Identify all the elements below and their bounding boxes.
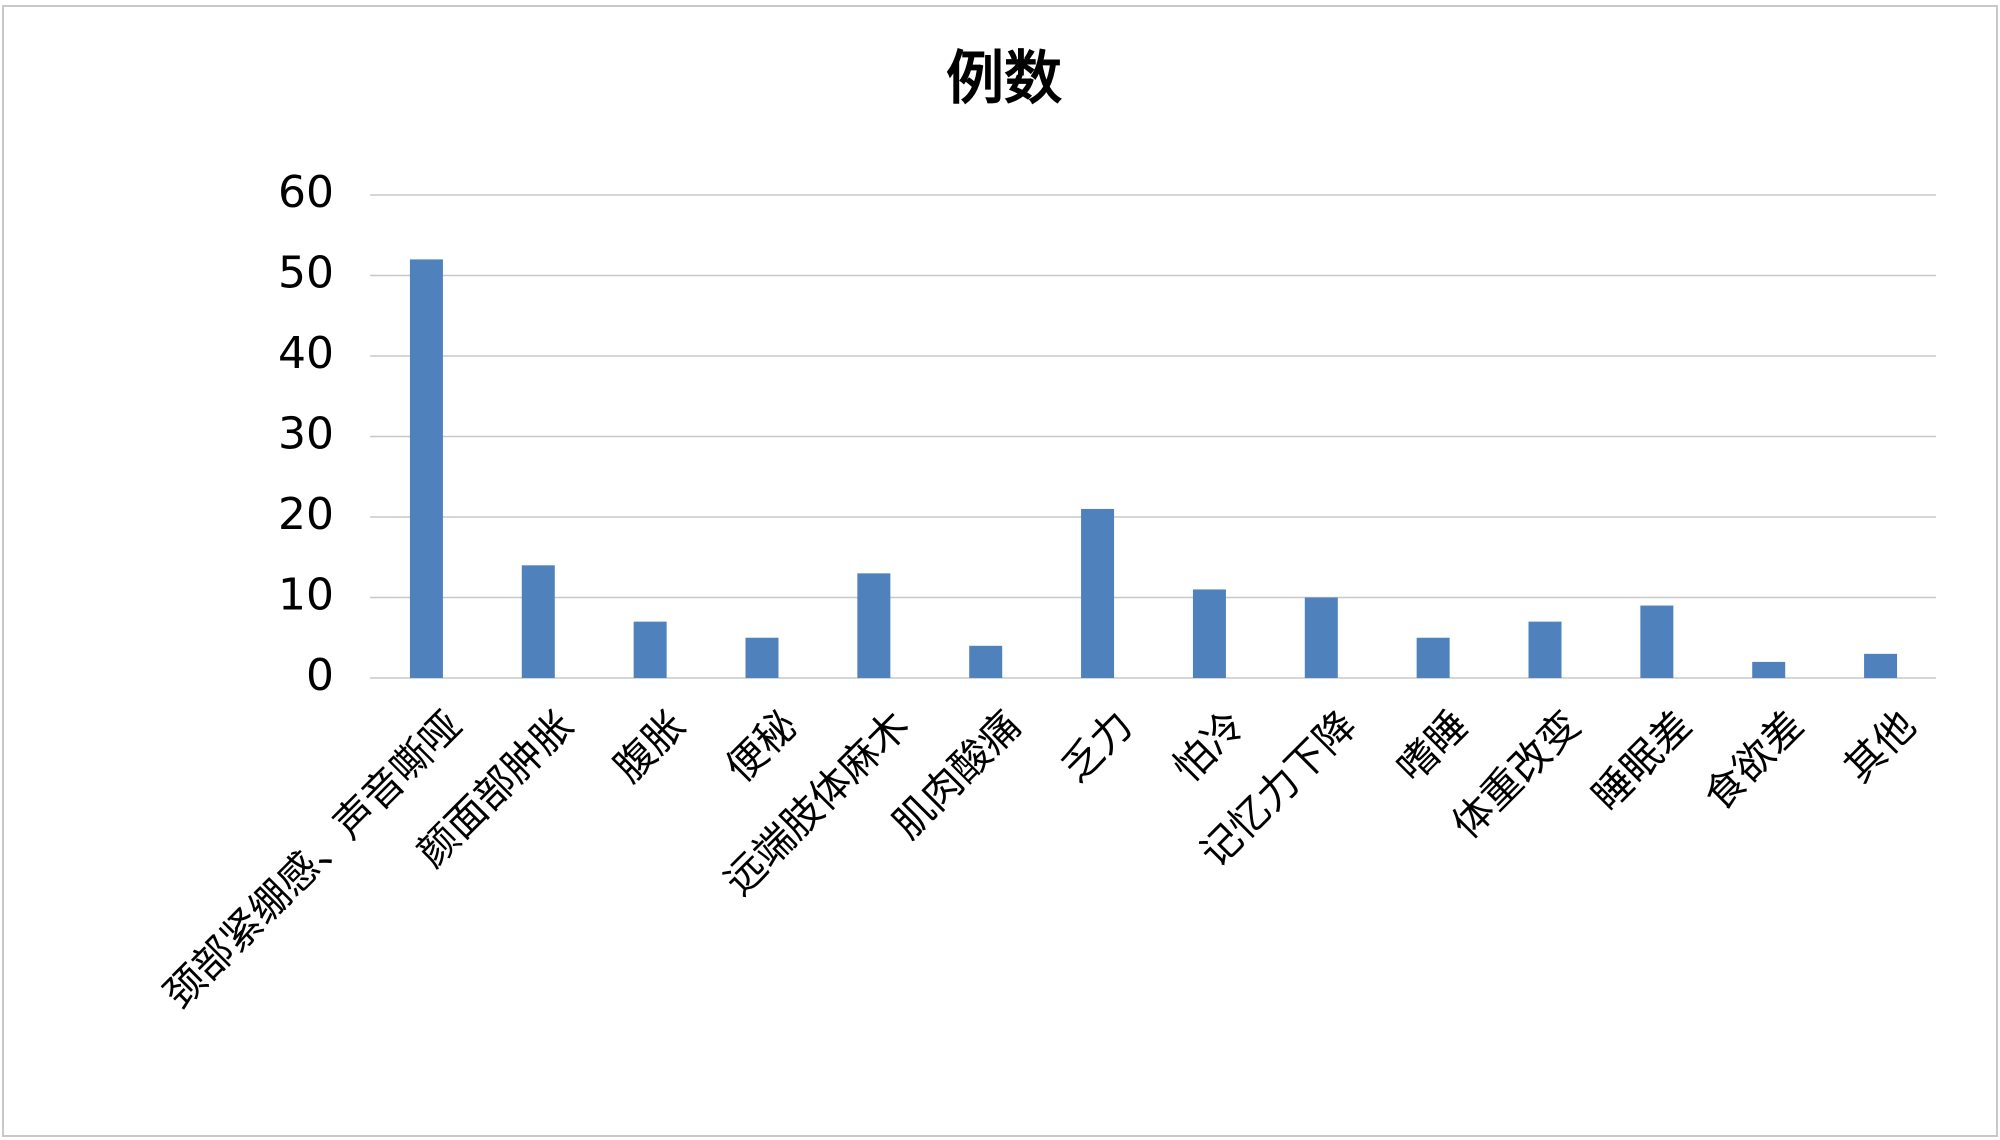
bar [409,259,443,678]
bar [857,573,891,678]
y-tick-label: 20 [278,489,334,540]
bar [1752,661,1786,678]
bar [745,637,779,678]
chart-title: 例数 [946,44,1062,112]
bar [1640,605,1674,678]
bar [1416,637,1450,678]
bar [1864,653,1898,678]
bar [633,621,667,678]
y-tick-label: 50 [278,248,334,299]
bar [1528,621,1562,678]
y-tick-label: 0 [306,650,334,701]
y-tick-label: 10 [278,570,334,621]
y-tick-label: 40 [278,328,334,379]
bar [1304,597,1338,678]
bar [1081,508,1115,678]
y-tick-label: 30 [278,409,334,460]
y-tick-label: 60 [278,167,334,218]
bar [969,645,1003,678]
bar [521,565,555,678]
bar [1192,589,1226,678]
